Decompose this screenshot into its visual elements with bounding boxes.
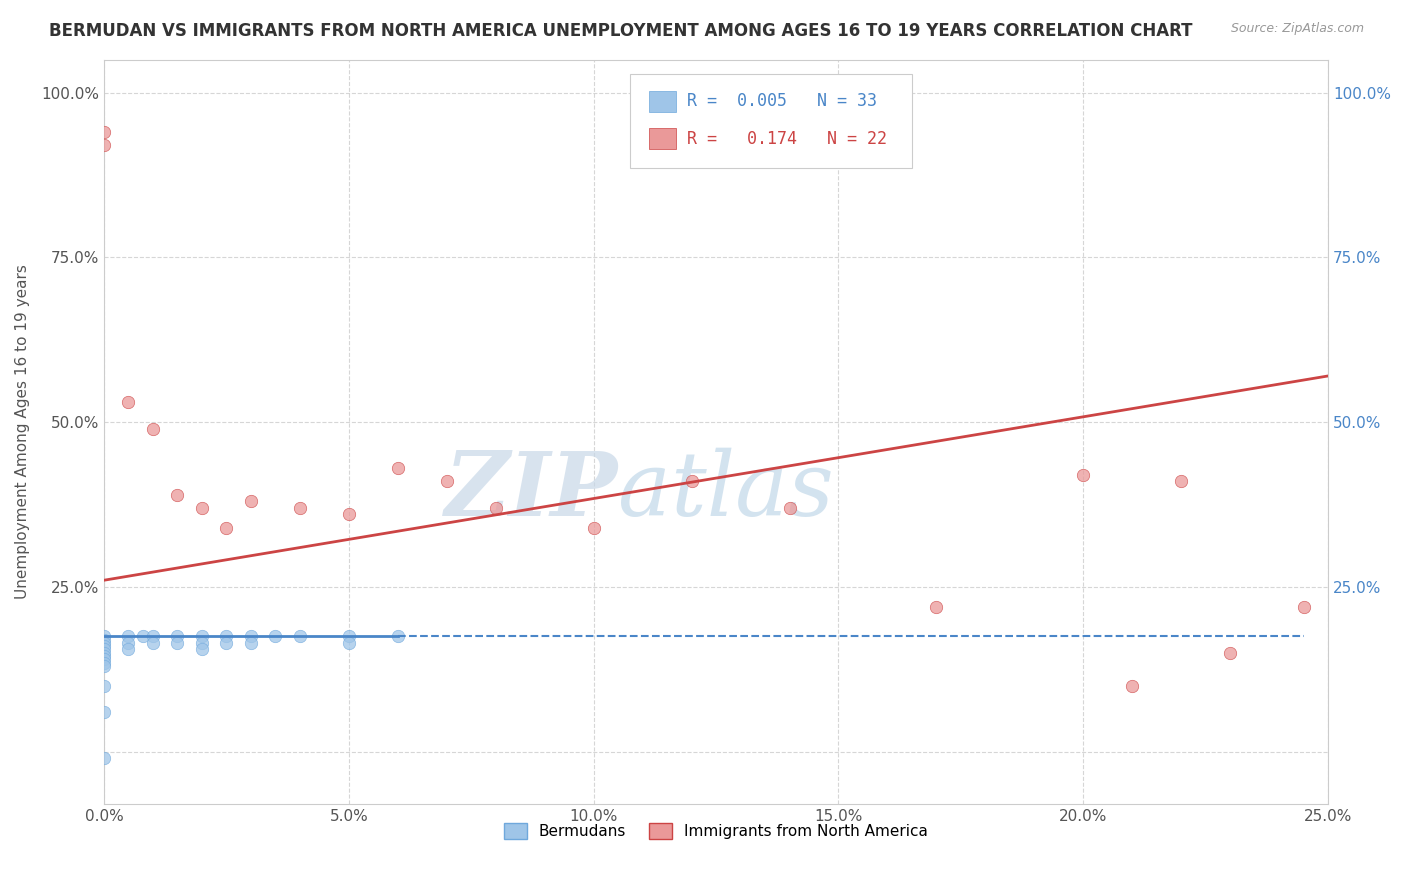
Point [239,629,262,643]
Point [337,636,360,650]
Point [239,494,262,508]
Point [337,629,360,643]
Point [93,125,115,139]
Point [117,636,139,650]
Point [681,475,703,489]
Point [93,679,115,693]
Y-axis label: Unemployment Among Ages 16 to 19 years: Unemployment Among Ages 16 to 19 years [15,265,30,599]
Point [132,629,155,643]
Text: R =   0.174   N = 22: R = 0.174 N = 22 [686,129,887,147]
Point [337,508,360,522]
Point [93,138,115,153]
Text: R =  0.005   N = 33: R = 0.005 N = 33 [686,92,877,111]
Point [387,629,409,643]
Point [1071,467,1094,482]
Point [1292,599,1315,614]
Point [925,599,948,614]
Point [485,500,508,515]
Point [288,629,311,643]
Point [191,636,214,650]
FancyBboxPatch shape [648,128,676,149]
Point [117,629,139,643]
Point [191,629,214,643]
Point [264,629,287,643]
Point [93,652,115,666]
Text: ZIP: ZIP [444,449,619,535]
FancyBboxPatch shape [648,91,676,112]
Point [93,632,115,647]
Point [142,422,165,436]
Point [191,642,214,657]
FancyBboxPatch shape [630,75,912,168]
Point [215,636,238,650]
Point [1121,679,1143,693]
Point [93,751,115,765]
Point [142,636,165,650]
Point [166,487,188,501]
Point [93,639,115,653]
Point [142,629,165,643]
Point [93,659,115,673]
Point [215,629,238,643]
Text: BERMUDAN VS IMMIGRANTS FROM NORTH AMERICA UNEMPLOYMENT AMONG AGES 16 TO 19 YEARS: BERMUDAN VS IMMIGRANTS FROM NORTH AMERIC… [49,22,1192,40]
Point [1170,475,1192,489]
Point [117,395,139,409]
Text: atlas: atlas [619,448,834,535]
Point [387,461,409,475]
Legend: Bermudans, Immigrants from North America: Bermudans, Immigrants from North America [498,817,935,845]
Text: Source: ZipAtlas.com: Source: ZipAtlas.com [1230,22,1364,36]
Point [93,636,115,650]
Point [93,646,115,660]
Point [93,629,115,643]
Point [93,656,115,670]
Point [436,475,458,489]
Point [93,648,115,663]
Point [288,500,311,515]
Point [93,642,115,657]
Point [215,520,238,534]
Point [166,636,188,650]
Point [117,642,139,657]
Point [1219,646,1241,660]
Point [779,500,801,515]
Point [582,520,605,534]
Point [93,705,115,719]
Point [166,629,188,643]
Point [239,636,262,650]
Point [191,500,214,515]
